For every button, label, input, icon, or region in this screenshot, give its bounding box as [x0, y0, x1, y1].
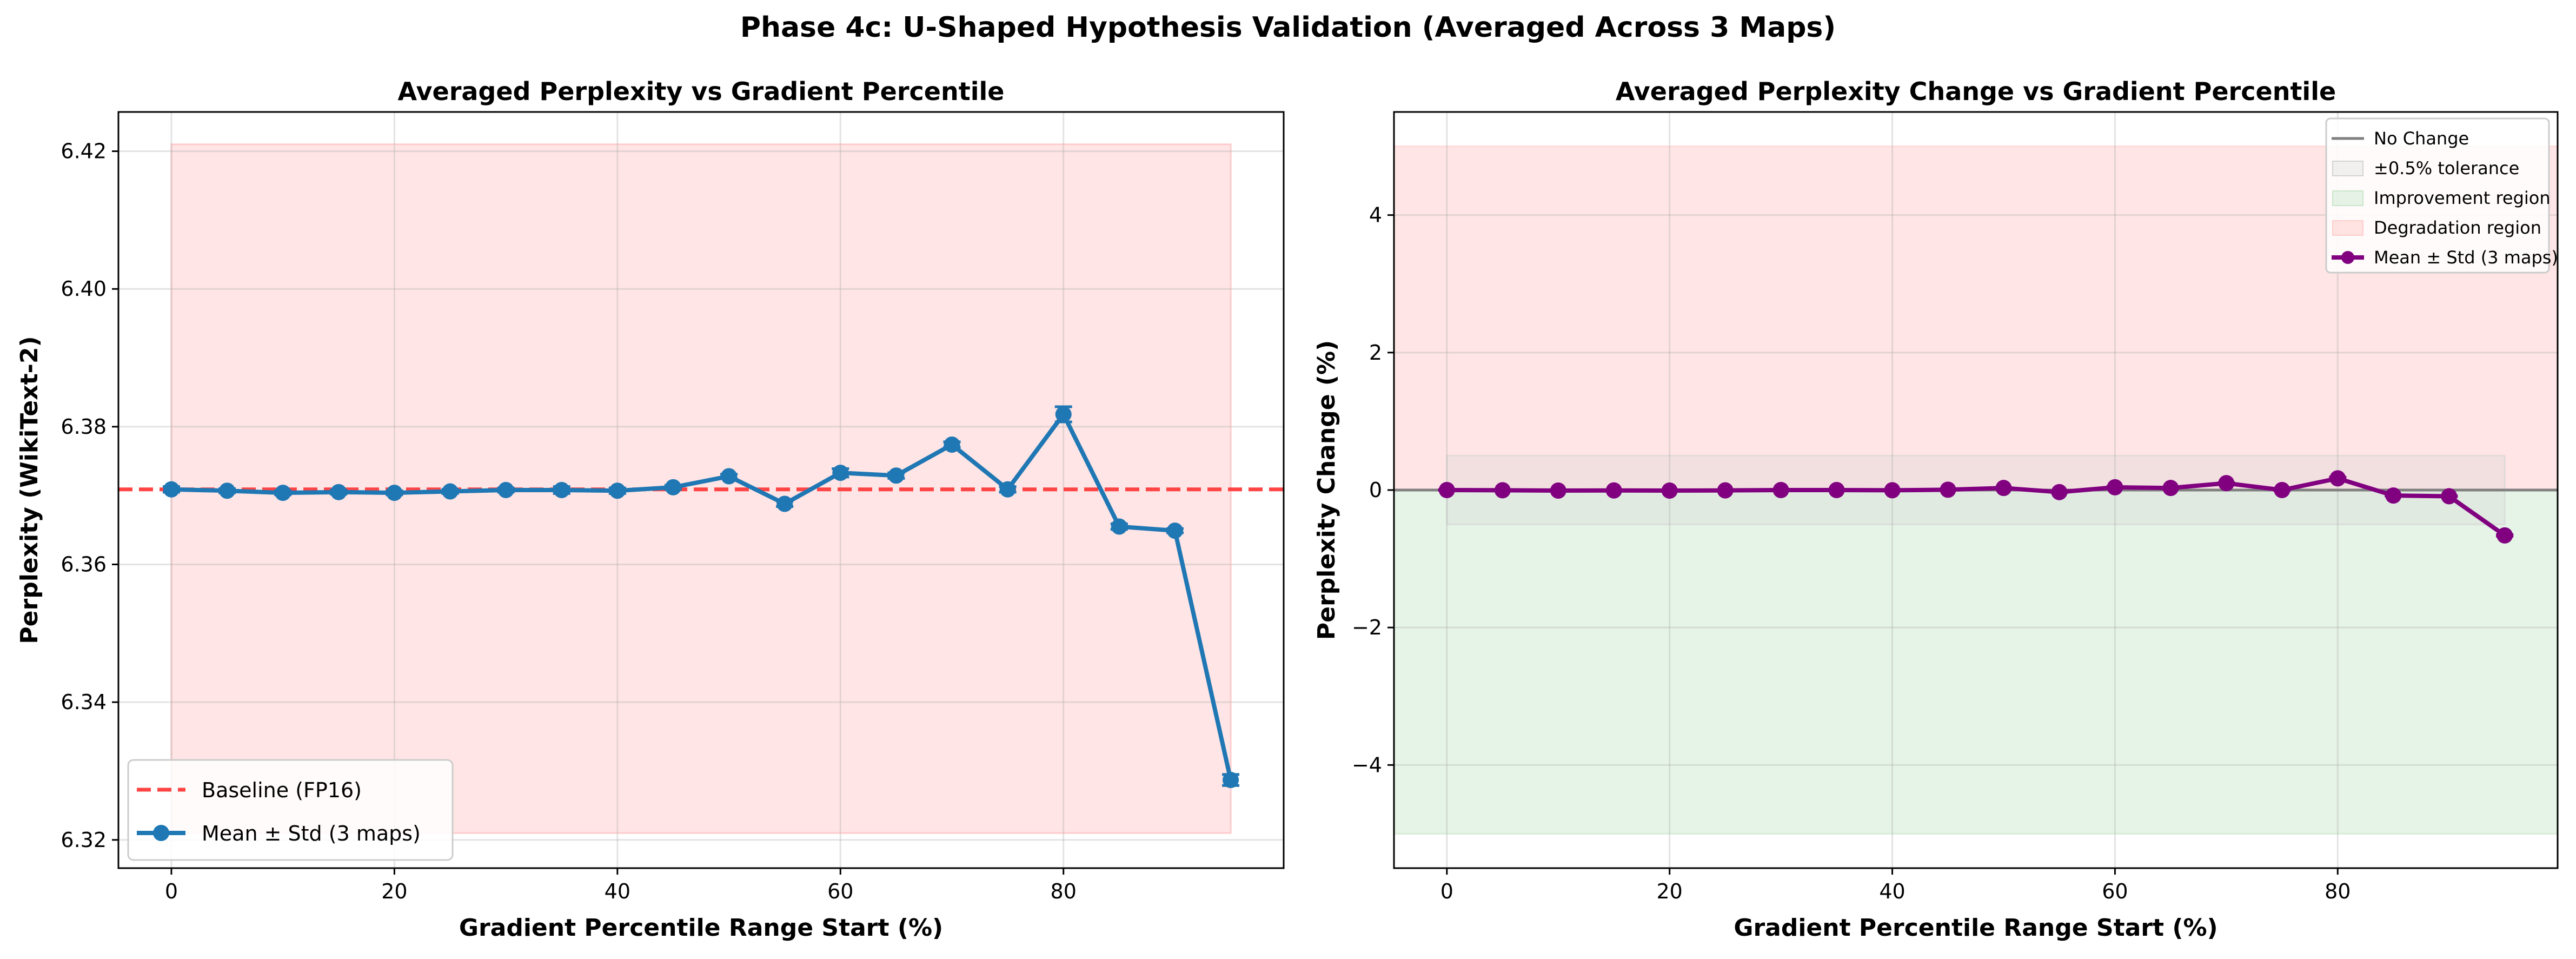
- x-tick-label: 80: [1051, 879, 1077, 903]
- data-point: [2441, 488, 2458, 505]
- data-point: [1884, 482, 1901, 499]
- legend-label: Mean ± Std (3 maps): [2374, 247, 2558, 268]
- y-axis-label: Perplexity Change (%): [1313, 340, 1340, 640]
- x-tick-label: 20: [381, 879, 407, 903]
- data-point: [1605, 482, 1622, 499]
- x-axis-label: Gradient Percentile Range Start (%): [459, 914, 943, 942]
- legend-label: Degradation region: [2374, 217, 2541, 238]
- chart-title: Averaged Perplexity Change vs Gradient P…: [1616, 77, 2336, 106]
- x-tick-label: 60: [827, 879, 853, 903]
- data-point: [2051, 484, 2068, 500]
- data-point: [2274, 482, 2290, 498]
- y-axis-label: Perplexity (WikiText-2): [16, 336, 43, 644]
- data-point: [1223, 772, 1239, 789]
- chart-title: Averaged Perplexity vs Gradient Percenti…: [398, 77, 1005, 106]
- data-point: [442, 483, 459, 500]
- axes-frame: [117, 111, 1285, 869]
- legend-marker: [2341, 251, 2354, 264]
- legend: No Change ±0.5% tolerance Improvement regi…: [2325, 117, 2558, 274]
- left-chart: 0 20 40 60 80 6.32 6.34 6.36 6.38 6.40 6.42 Average…: [16, 77, 1285, 942]
- legend-box: [2325, 117, 2550, 274]
- data-point: [1494, 482, 1511, 499]
- data-point: [1055, 406, 1072, 422]
- legend-mean-marker: [153, 825, 169, 841]
- data-point: [665, 479, 681, 495]
- data-point: [386, 485, 403, 501]
- y-tick-label: 6.40: [61, 277, 107, 301]
- data-point: [275, 485, 291, 501]
- data-point: [2329, 470, 2346, 487]
- data-point: [1438, 482, 1455, 498]
- legend-swatch: [2332, 161, 2363, 176]
- data-point: [163, 481, 180, 498]
- x-axis-label: Gradient Percentile Range Start (%): [1734, 914, 2218, 942]
- y-tick-label: 6.34: [61, 690, 107, 714]
- y-tick-label: 6.36: [61, 553, 107, 577]
- x-tick-label: 0: [165, 879, 178, 903]
- legend-label: Baseline (FP16): [202, 778, 362, 802]
- data-point: [2162, 480, 2179, 497]
- data-point: [888, 467, 905, 484]
- data-point: [776, 495, 793, 512]
- data-point: [609, 482, 626, 499]
- data-point: [2218, 475, 2235, 492]
- series-line: [171, 412, 1233, 781]
- data-point: [999, 481, 1016, 498]
- legend-label: ±0.5% tolerance: [2374, 158, 2519, 178]
- data-point: [721, 468, 738, 485]
- legend-label: Mean ± Std (3 maps): [202, 822, 421, 845]
- legend-swatch: [2332, 190, 2363, 206]
- data-point: [553, 482, 570, 498]
- legend-label: Improvement region: [2374, 188, 2551, 208]
- series-line: [1446, 476, 2506, 538]
- y-tick-label: 6.42: [61, 140, 107, 163]
- data-point: [1995, 480, 2012, 497]
- data-point: [1661, 482, 1678, 499]
- x-tick-label: 80: [2325, 879, 2351, 903]
- data-point: [219, 482, 236, 499]
- y-tick-label: 2: [1369, 341, 1382, 365]
- y-tick-label: 0: [1369, 478, 1382, 502]
- y-tick-label: −2: [1352, 616, 1382, 639]
- x-tick-label: 40: [605, 879, 630, 903]
- data-point: [944, 436, 960, 453]
- legend-box: [127, 759, 454, 861]
- data-point: [1772, 482, 1789, 498]
- data-point: [497, 482, 514, 498]
- x-tick-label: 0: [1440, 879, 1453, 903]
- improvement-region: [1393, 489, 2559, 835]
- y-tick-label: 6.32: [61, 828, 107, 852]
- data-point: [2107, 479, 2123, 495]
- data-point: [1111, 518, 1127, 535]
- data-point: [330, 484, 347, 500]
- data-point: [1717, 482, 1734, 499]
- right-chart: 0 20 40 60 80 −4 −2 0 2 4 Averaged Perplexity Chan…: [1313, 77, 2559, 942]
- figure-suptitle: Phase 4c: U-Shaped Hypothesis Validation…: [740, 11, 1836, 44]
- y-tick-label: −4: [1352, 753, 1382, 777]
- data-point: [1828, 482, 1845, 498]
- legend-label: No Change: [2374, 128, 2469, 149]
- data-point: [1940, 481, 1956, 498]
- x-tick-label: 40: [1879, 879, 1905, 903]
- data-point: [2497, 527, 2513, 544]
- legend-swatch: [2332, 220, 2363, 236]
- y-tick-label: 4: [1369, 203, 1382, 227]
- x-tick-label: 20: [1657, 879, 1683, 903]
- data-point: [1550, 482, 1566, 499]
- data-point: [2385, 487, 2402, 504]
- data-point: [832, 465, 849, 481]
- data-point: [1166, 523, 1183, 539]
- legend: Baseline (FP16) Mean ± Std (3 maps): [127, 759, 454, 861]
- y-tick-label: 6.38: [61, 415, 107, 439]
- x-tick-label: 60: [2102, 879, 2128, 903]
